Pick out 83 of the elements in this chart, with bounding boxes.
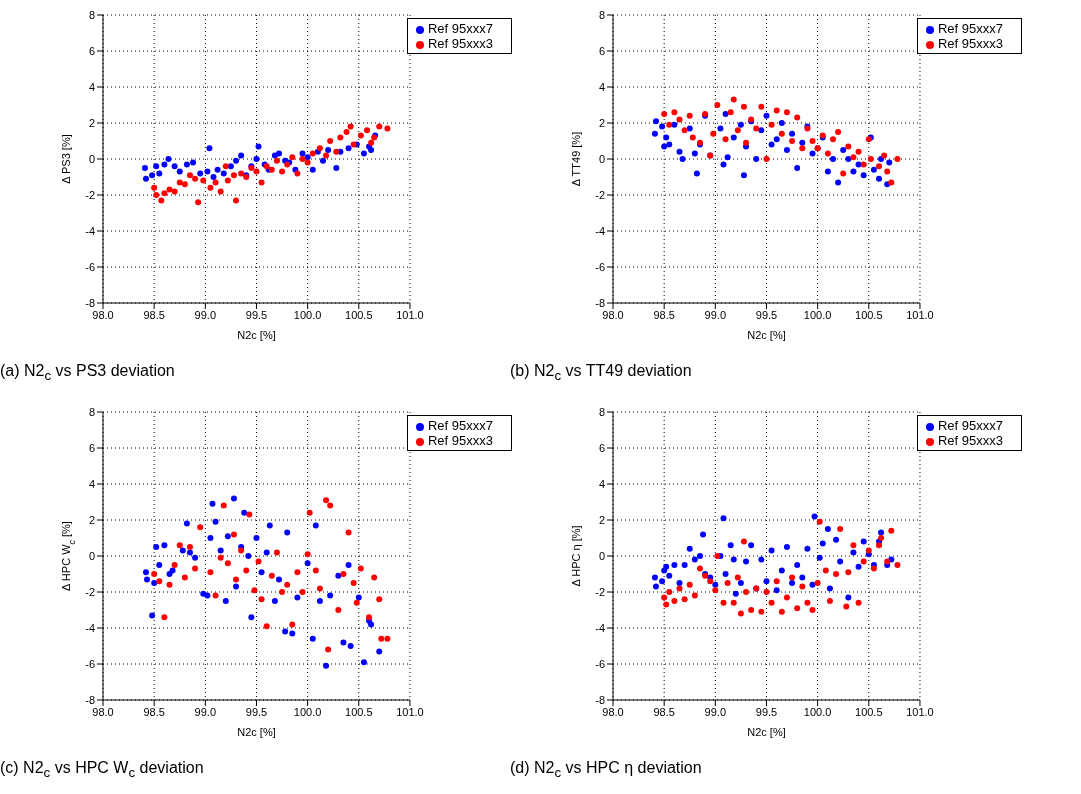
x-tick-label: 100.0 bbox=[293, 308, 322, 321]
y-tick-label: -4 bbox=[595, 224, 605, 237]
y-tick-label: 8 bbox=[598, 405, 605, 418]
x-tick-label: 100.5 bbox=[855, 308, 883, 321]
x-tick-label: 101.0 bbox=[906, 308, 934, 321]
y-tick-label: -2 bbox=[595, 188, 605, 201]
y-axis-title: Δ TT49 [%] bbox=[570, 131, 582, 187]
x-tick-label: 99.5 bbox=[755, 705, 778, 718]
y-tick-label: 8 bbox=[88, 8, 95, 21]
y-tick-label: 8 bbox=[598, 8, 605, 21]
y-tick-label: 6 bbox=[88, 441, 95, 454]
x-tick-label: 100.0 bbox=[293, 705, 322, 718]
y-tick-label: 0 bbox=[88, 549, 95, 562]
x-tick-label: 98.5 bbox=[653, 705, 675, 718]
x-tick-label: 98.5 bbox=[143, 308, 165, 321]
legend-label: Ref 95xxx3 bbox=[937, 433, 1003, 448]
x-tick-label: 99.0 bbox=[194, 705, 217, 718]
x-tick-label: 98.0 bbox=[92, 308, 114, 321]
legend-label: Ref 95xxx7 bbox=[427, 21, 493, 36]
y-tick-label: -4 bbox=[595, 621, 605, 634]
x-tick-label: 99.5 bbox=[245, 308, 268, 321]
x-axis-title: N2c [%] bbox=[237, 726, 276, 738]
y-axis-title: Δ HPC η [%] bbox=[570, 525, 582, 587]
x-tick-label: 100.5 bbox=[855, 705, 883, 718]
x-tick-label: 98.5 bbox=[143, 705, 165, 718]
y-tick-label: -2 bbox=[85, 585, 95, 598]
y-tick-label: -2 bbox=[85, 188, 95, 201]
y-tick-label: 6 bbox=[598, 441, 605, 454]
y-tick-label: 6 bbox=[88, 44, 95, 57]
y-tick-label: -8 bbox=[595, 296, 605, 309]
y-tick-label: 0 bbox=[598, 549, 605, 562]
y-tick-label: 4 bbox=[598, 477, 605, 490]
legend-label: Ref 95xxx3 bbox=[427, 36, 493, 51]
y-axis-title: Δ PS3 [%] bbox=[60, 134, 72, 184]
x-tick-label: 98.5 bbox=[653, 308, 675, 321]
x-tick-label: 98.0 bbox=[92, 705, 114, 718]
y-tick-label: -4 bbox=[85, 621, 95, 634]
y-tick-label: 2 bbox=[88, 513, 95, 526]
x-tick-label: 100.0 bbox=[803, 705, 832, 718]
y-tick-label: 6 bbox=[598, 44, 605, 57]
x-tick-label: 100.5 bbox=[345, 705, 373, 718]
y-tick-label: 2 bbox=[598, 513, 605, 526]
x-tick-label: 101.0 bbox=[396, 705, 424, 718]
x-tick-label: 99.5 bbox=[755, 308, 778, 321]
y-tick-label: 0 bbox=[598, 152, 605, 165]
y-tick-label: -6 bbox=[85, 657, 95, 670]
x-axis-title: N2c [%] bbox=[747, 329, 786, 341]
text: (c) N2$_{c}$ vs HPC W$_{c}$ deviation bbox=[0, 759, 204, 781]
y-tick-label: 4 bbox=[88, 477, 95, 490]
x-tick-label: 99.5 bbox=[245, 705, 268, 718]
x-tick-label: 98.0 bbox=[602, 308, 624, 321]
x-tick-label: 101.0 bbox=[396, 308, 424, 321]
y-tick-label: -4 bbox=[85, 224, 95, 237]
legend-label: Ref 95xxx7 bbox=[937, 21, 1003, 36]
y-tick-label: -6 bbox=[85, 260, 95, 273]
legend-label: Ref 95xxx7 bbox=[427, 418, 493, 433]
y-tick-label: 2 bbox=[598, 116, 605, 129]
legend-label: Ref 95xxx7 bbox=[937, 418, 1003, 433]
y-tick-label: -2 bbox=[595, 585, 605, 598]
x-tick-label: 99.0 bbox=[194, 308, 217, 321]
y-tick-label: -8 bbox=[85, 693, 95, 706]
text: (b) N2$_{c}$ vs TT49 deviation bbox=[510, 362, 692, 384]
y-tick-label: -6 bbox=[595, 260, 605, 273]
y-tick-label: 2 bbox=[88, 116, 95, 129]
text: (d) N2$_{c}$ vs HPC η deviation bbox=[510, 759, 702, 781]
x-tick-label: 99.0 bbox=[704, 308, 727, 321]
y-tick-label: -8 bbox=[85, 296, 95, 309]
y-tick-label: -6 bbox=[595, 657, 605, 670]
x-tick-label: 101.0 bbox=[906, 705, 934, 718]
y-tick-label: 4 bbox=[598, 80, 605, 93]
x-tick-label: 98.0 bbox=[602, 705, 624, 718]
legend-label: Ref 95xxx3 bbox=[427, 433, 493, 448]
x-tick-label: 100.0 bbox=[803, 308, 832, 321]
y-tick-label: -8 bbox=[595, 693, 605, 706]
x-axis-title: N2c [%] bbox=[237, 329, 276, 341]
x-axis-title: N2c [%] bbox=[747, 726, 786, 738]
x-tick-label: 99.0 bbox=[704, 705, 727, 718]
y-tick-label: 0 bbox=[88, 152, 95, 165]
y-tick-label: 8 bbox=[88, 405, 95, 418]
y-tick-label: 4 bbox=[88, 80, 95, 93]
legend-label: Ref 95xxx3 bbox=[937, 36, 1003, 51]
text: (a) N2$_{c}$ vs PS3 deviation bbox=[0, 362, 175, 384]
x-tick-label: 100.5 bbox=[345, 308, 373, 321]
